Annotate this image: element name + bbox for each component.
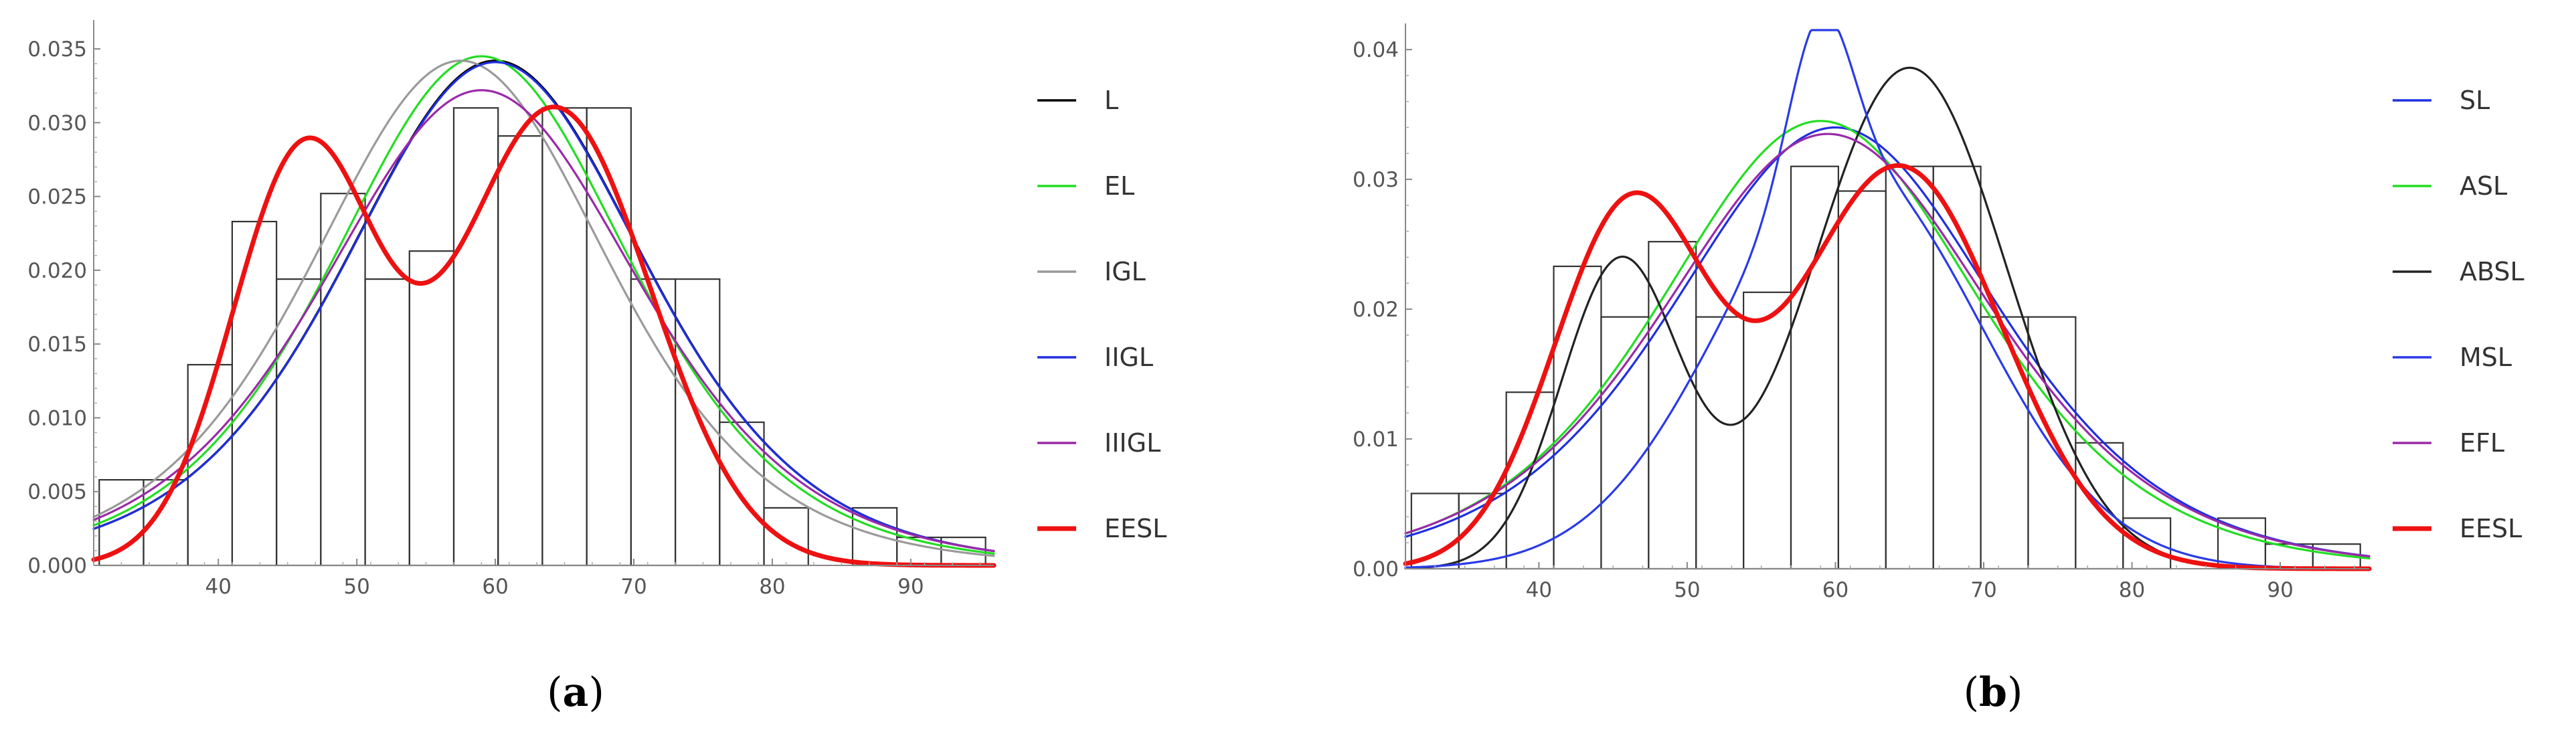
y-tick-label: 0.005 — [27, 480, 87, 505]
histogram-bar — [1790, 165, 1839, 570]
histogram-bar — [497, 135, 543, 567]
curve-iiigl — [92, 89, 995, 553]
legend-label: IGL — [1104, 257, 1146, 286]
panel-a-density-curves — [91, 55, 997, 568]
panel-b-plot-area: 0.00 0.01 0.02 0.03 0.04 40 50 60 70 80 90 — [1353, 23, 2372, 602]
curve-msl — [1404, 29, 2371, 570]
y-tick-label: 0.04 — [1353, 38, 1399, 62]
legend-label: SL — [2460, 86, 2490, 115]
curve-eesl — [1403, 163, 2372, 571]
y-tick-label: 0.020 — [27, 259, 87, 283]
y-tick-label: 0.035 — [27, 37, 87, 62]
x-tick-label: 40 — [1526, 578, 1552, 602]
panel-a-legend: L EL IGL IIGL IIIGL EESL — [1037, 86, 1167, 543]
histogram-bar — [408, 250, 455, 567]
legend-item-el: EL — [1037, 171, 1134, 201]
legend-item-eesl: EESL — [1037, 514, 1167, 543]
x-tick-label: 90 — [897, 575, 924, 599]
panel-a-histogram — [98, 107, 986, 567]
curve-sl — [1404, 126, 2371, 557]
histogram-bar — [1410, 492, 1460, 570]
y-tick-label: 0.015 — [27, 333, 87, 357]
panel-b-axes: 0.00 0.01 0.02 0.03 0.04 40 50 60 70 80 90 — [1353, 23, 2369, 602]
histogram-bar — [1648, 241, 1697, 570]
curve-efl — [1404, 132, 2371, 558]
histogram-bar — [2075, 442, 2124, 570]
legend-item-l: L — [1037, 86, 1118, 115]
legend-label: EESL — [1104, 514, 1167, 543]
curve-el — [92, 55, 995, 555]
y-tick-label: 0.010 — [27, 406, 87, 430]
panel-a: 0.000 0.005 0.010 0.015 0.020 0.025 0.030 0.035… — [27, 20, 1167, 716]
x-tick-label: 40 — [205, 575, 232, 599]
histogram-bar — [763, 507, 809, 567]
histogram-bar — [630, 278, 677, 567]
y-tick-label: 0.000 — [27, 554, 87, 578]
panel-b-histogram — [1410, 165, 2361, 570]
legend-label: MSL — [2460, 343, 2512, 372]
curve-absl — [1404, 66, 2371, 570]
y-tick-label: 0.025 — [27, 185, 87, 209]
x-tick-label: 70 — [620, 575, 647, 599]
legend-item-msl: MSL — [2393, 343, 2512, 372]
panel-a-axes: 0.000 0.005 0.010 0.015 0.020 0.025 0.030 0.035… — [27, 20, 994, 599]
legend-label: ABSL — [2460, 257, 2524, 286]
legend-item-igl: IGL — [1037, 257, 1146, 286]
curve-l — [92, 60, 995, 553]
x-tick-label: 50 — [343, 575, 369, 599]
histogram-bar — [1980, 316, 2029, 570]
x-tick-label: 60 — [482, 575, 508, 599]
legend-item-eesl: EESL — [2393, 514, 2522, 543]
legend-item-asl: ASL — [2393, 171, 2507, 201]
histogram-bar — [2217, 517, 2267, 570]
panel-b: 0.00 0.01 0.02 0.03 0.04 40 50 60 70 80 90 SL ASL AB… — [1353, 23, 2524, 716]
y-tick-label: 0.00 — [1353, 557, 1399, 581]
y-tick-label: 0.03 — [1353, 168, 1399, 192]
histogram-bar — [452, 107, 499, 567]
y-tick-label: 0.030 — [27, 111, 87, 135]
x-tick-label: 70 — [1970, 578, 1996, 602]
x-tick-label: 80 — [2119, 578, 2145, 602]
panel-b-density-curves — [1403, 29, 2372, 571]
legend-label: IIIGL — [1104, 428, 1161, 458]
x-tick-label: 90 — [2267, 578, 2293, 602]
panel-b-caption: (b) — [1964, 669, 2023, 716]
legend-item-efl: EFL — [2393, 428, 2504, 458]
histogram-bar — [364, 278, 410, 567]
legend-item-absl: ABSL — [2393, 257, 2524, 286]
legend-label: L — [1104, 86, 1118, 115]
panel-b-legend: SL ASL ABSL MSL EFL EESL — [2393, 86, 2524, 543]
legend-label: ASL — [2460, 171, 2507, 201]
x-tick-label: 50 — [1674, 578, 1700, 602]
legend-label: EESL — [2460, 514, 2522, 543]
legend-label: IIGL — [1104, 343, 1153, 372]
panel-a-plot-area: 0.000 0.005 0.010 0.015 0.020 0.025 0.030 0.035… — [27, 20, 997, 599]
curve-igl — [92, 60, 995, 557]
curve-asl — [1404, 120, 2371, 560]
y-tick-label: 0.01 — [1353, 428, 1399, 452]
y-tick-label: 0.02 — [1353, 298, 1399, 322]
curve-eesl — [91, 104, 997, 568]
histogram-bar — [674, 278, 721, 567]
legend-label: EL — [1104, 171, 1134, 201]
legend-label: EFL — [2460, 428, 2504, 458]
x-tick-label: 80 — [759, 575, 785, 599]
legend-item-iigl: IIGL — [1037, 343, 1153, 372]
curve-iigl — [92, 61, 995, 553]
histogram-bar — [1743, 291, 1792, 570]
legend-item-iiigl: IIIGL — [1037, 428, 1161, 458]
x-tick-label: 60 — [1822, 578, 1849, 602]
legend-item-sl: SL — [2393, 86, 2490, 115]
histogram-bar — [1837, 190, 1887, 570]
panel-a-caption: (a) — [547, 669, 604, 716]
